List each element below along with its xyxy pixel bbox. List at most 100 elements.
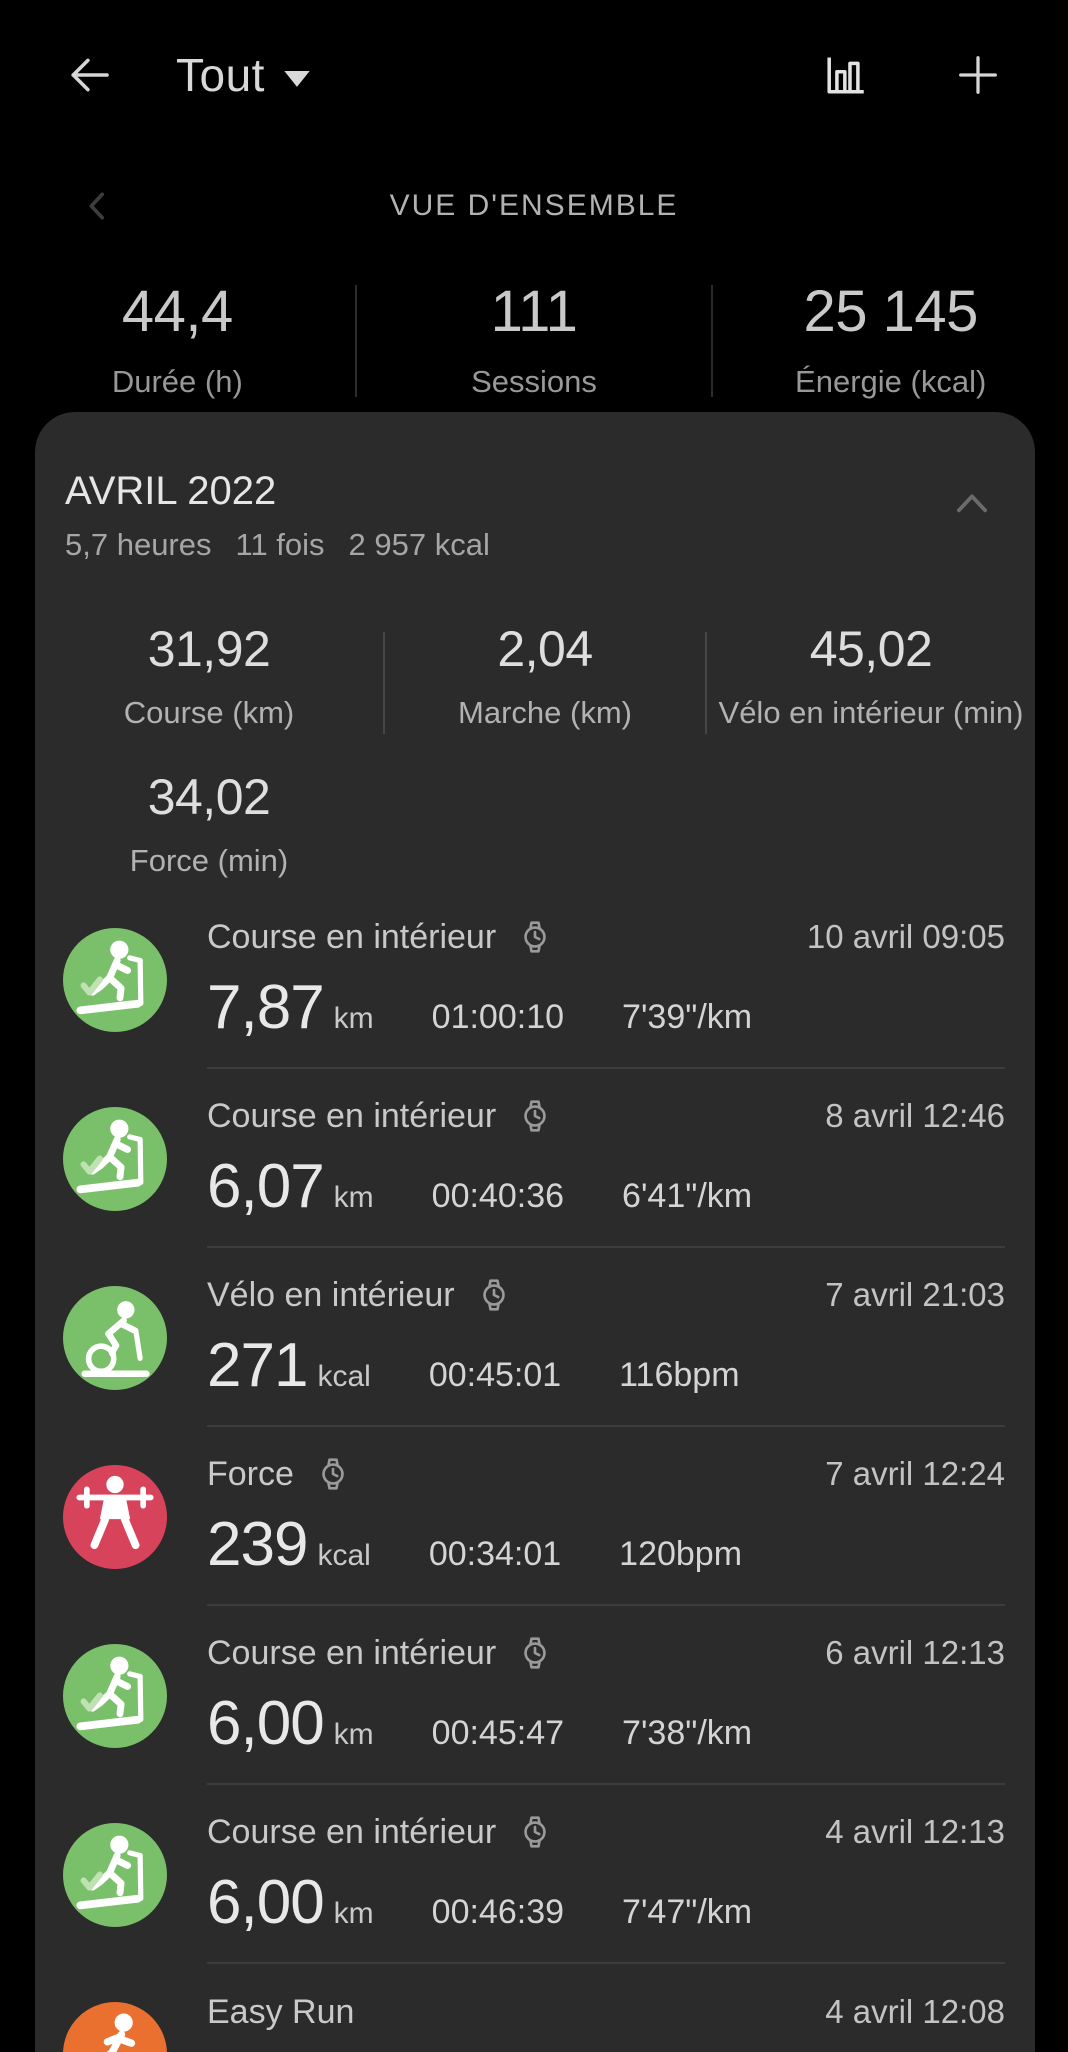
stat-value: 44,4: [0, 282, 355, 342]
chevron-left-icon: [78, 186, 118, 226]
watch-icon: [514, 1809, 556, 1855]
workout-duration: 01:00:10: [432, 998, 564, 1037]
stat-label: Sessions: [357, 364, 712, 400]
stat-force: 34,02 Force (min): [35, 768, 383, 880]
workout-item[interactable]: Course en intérieur 4 avril 12:13 6,00 k…: [35, 1785, 1035, 1964]
stat-label: Marche (km): [385, 694, 705, 732]
workout-value: 0,12: [207, 2047, 324, 2052]
arrow-left-icon: [62, 48, 116, 102]
workout-unit: kcal: [317, 1539, 370, 1573]
workout-item[interactable]: Course en intérieur 8 avril 12:46 6,07 k…: [35, 1069, 1035, 1248]
workout-heartrate: 116bpm: [619, 1356, 739, 1395]
stat-sessions: 111 Sessions: [357, 282, 712, 400]
stat-marche: 2,04 Marche (km): [385, 620, 705, 734]
workout-datetime: 7 avril 21:03: [825, 1276, 1005, 1314]
watch-icon: [514, 1093, 556, 1139]
workout-unit: km: [334, 1002, 374, 1036]
overview-title: VUE D'ENSEMBLE: [0, 184, 1068, 228]
workout-unit: km: [334, 1181, 374, 1215]
workout-duration: 00:46:39: [432, 1893, 564, 1932]
workout-item[interactable]: Course en intérieur 6 avril 12:13 6,00 k…: [35, 1606, 1035, 1785]
stat-value: 31,92: [35, 620, 383, 678]
back-button[interactable]: [62, 48, 116, 102]
workout-duration: 00:45:47: [432, 1714, 564, 1753]
workout-datetime: 6 avril 12:13: [825, 1634, 1005, 1672]
watch-icon: [514, 1630, 556, 1676]
summary-sessions: 11 fois: [236, 526, 325, 564]
collapse-month-button[interactable]: [949, 486, 995, 516]
workout-value: 6,07: [207, 1151, 324, 1223]
watch-icon: [514, 914, 556, 960]
workout-name: Course en intérieur: [207, 914, 496, 960]
plus-icon: [950, 47, 1006, 103]
workout-datetime: 10 avril 09:05: [807, 918, 1005, 956]
workout-heartrate: 120bpm: [619, 1535, 742, 1574]
stat-label: Énergie (kcal): [713, 364, 1068, 400]
workout-duration: 00:45:01: [429, 1356, 561, 1395]
workout-item[interactable]: Force 7 avril 12:24 239 kcal 00:34:01 12…: [35, 1427, 1035, 1606]
stat-energy: 25 145 Énergie (kcal): [713, 282, 1068, 400]
watch-icon: [312, 1451, 354, 1497]
caret-down-icon: [283, 70, 311, 89]
workout-unit: kcal: [317, 1360, 370, 1394]
watch-icon: [473, 1272, 515, 1318]
workout-item[interactable]: Vélo en intérieur 7 avril 21:03 271 kcal…: [35, 1248, 1035, 1427]
workout-name: Force: [207, 1451, 294, 1497]
workout-pace: 7'38"/km: [622, 1714, 752, 1753]
bar-chart-icon: [818, 47, 874, 103]
workout-name: Course en intérieur: [207, 1630, 496, 1676]
stat-label: Force (min): [35, 842, 383, 880]
summary-energy: 2 957 kcal: [349, 526, 490, 564]
page-title: Tout: [176, 48, 265, 102]
stat-value: 34,02: [35, 768, 383, 826]
month-card-header[interactable]: AVRIL 2022 5,7 heures 11 fois 2 957 kcal: [35, 412, 1035, 564]
month-card: AVRIL 2022 5,7 heures 11 fois 2 957 kcal…: [35, 412, 1035, 2052]
stat-label: Durée (h): [0, 364, 355, 400]
top-bar: Tout: [0, 0, 1068, 150]
stat-duration: 44,4 Durée (h): [0, 282, 355, 400]
workout-datetime: 4 avril 12:13: [825, 1813, 1005, 1851]
workout-item[interactable]: Course en intérieur 10 avril 09:05 7,87 …: [35, 890, 1035, 1069]
stat-value: 25 145: [713, 282, 1068, 342]
workout-datetime: 8 avril 12:46: [825, 1097, 1005, 1135]
workout-pace: 6'41"/km: [622, 1177, 752, 1216]
treadmill-run-icon: [63, 1644, 167, 1748]
stat-label: Course (km): [35, 694, 383, 732]
workout-name: Course en intérieur: [207, 1093, 496, 1139]
workout-datetime: 4 avril 12:08: [825, 1993, 1005, 2031]
workout-pace: 7'47"/km: [622, 1893, 752, 1932]
workout-name: Course en intérieur: [207, 1809, 496, 1855]
month-summary: 5,7 heures 11 fois 2 957 kcal: [65, 526, 995, 564]
workout-unit: km: [334, 1718, 374, 1752]
indoor-bike-icon: [63, 1286, 167, 1390]
summary-hours: 5,7 heures: [65, 526, 212, 564]
workout-list: Course en intérieur 10 avril 09:05 7,87 …: [35, 890, 1035, 2052]
workout-duration: 00:34:01: [429, 1535, 561, 1574]
workout-value: 271: [207, 1330, 307, 1402]
treadmill-run-icon: [63, 1823, 167, 1927]
workout-item[interactable]: Easy Run 4 avril 12:08 0,12: [35, 1964, 1035, 2052]
workout-name: Easy Run: [207, 1989, 354, 2035]
add-workout-button[interactable]: [950, 47, 1006, 103]
strength-icon: [63, 1465, 167, 1569]
month-stats: 31,92 Course (km) 2,04 Marche (km) 45,02…: [35, 620, 1035, 880]
workout-type-dropdown[interactable]: Tout: [176, 48, 311, 102]
treadmill-run-icon: [63, 928, 167, 1032]
workout-unit: km: [334, 1897, 374, 1931]
overview-section: VUE D'ENSEMBLE 44,4 Durée (h) 111 Sessio…: [0, 150, 1068, 400]
stats-chart-button[interactable]: [818, 47, 874, 103]
workout-value: 6,00: [207, 1688, 324, 1760]
workout-value: 239: [207, 1509, 307, 1581]
workout-value: 7,87: [207, 972, 324, 1044]
month-title: AVRIL 2022: [65, 468, 995, 514]
workout-value: 6,00: [207, 1867, 324, 1939]
outdoor-run-icon: [63, 2002, 167, 2052]
stat-label: Vélo en intérieur (min): [707, 694, 1035, 732]
stat-value: 45,02: [707, 620, 1035, 678]
stat-course: 31,92 Course (km): [35, 620, 383, 734]
stat-velo: 45,02 Vélo en intérieur (min): [707, 620, 1035, 734]
workout-name: Vélo en intérieur: [207, 1272, 455, 1318]
stat-value: 2,04: [385, 620, 705, 678]
workout-datetime: 7 avril 12:24: [825, 1455, 1005, 1493]
chevron-up-icon: [949, 486, 995, 516]
